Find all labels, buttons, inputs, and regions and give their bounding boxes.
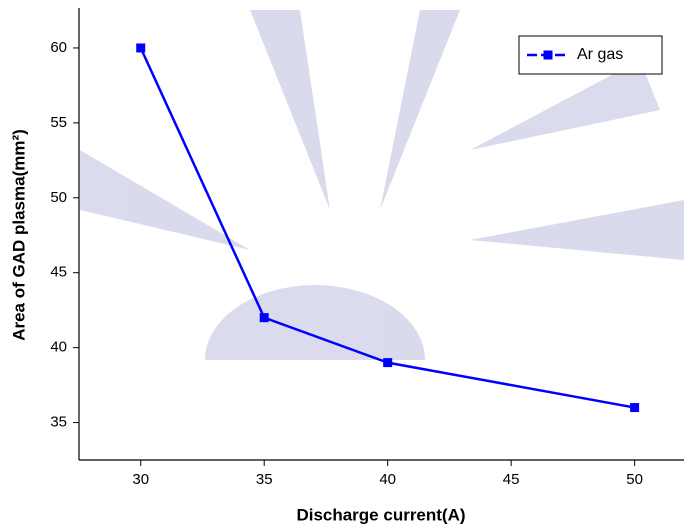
y-tick-label: 40 — [50, 339, 67, 356]
y-tick-label: 50 — [50, 189, 67, 206]
legend-text: Ar gas — [577, 46, 623, 63]
x-axis-title: Discharge current(A) — [296, 505, 465, 524]
point — [259, 313, 269, 323]
x-tick-label: 40 — [379, 471, 396, 488]
x-tick-label: 45 — [503, 471, 520, 488]
y-tick-label: 35 — [50, 414, 67, 431]
point — [383, 358, 393, 368]
watermark — [80, 10, 684, 360]
y-axis-title: Area of GAD plasma(mm²) — [9, 129, 28, 341]
y-tick-label: 60 — [50, 39, 67, 56]
x-tick-label: 30 — [132, 471, 149, 488]
line — [139, 47, 635, 409]
legend-marker — [543, 50, 553, 60]
point — [630, 403, 640, 413]
y-tick-label: 55 — [50, 114, 67, 131]
x-tick-label: 50 — [626, 471, 643, 488]
x-tick-label: 35 — [256, 471, 273, 488]
point — [136, 43, 146, 53]
y-tick-label: 45 — [50, 264, 67, 281]
